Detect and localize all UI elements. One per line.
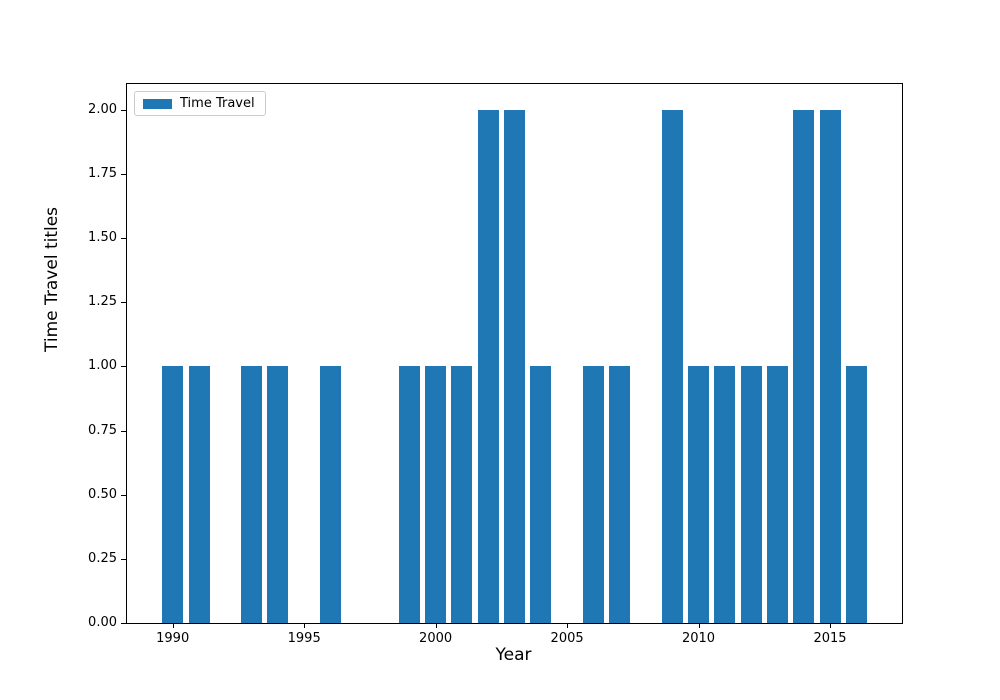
y-tick-label-0.00: 0.00 — [88, 615, 117, 630]
bar-2015 — [819, 109, 841, 623]
y-tick-label-1.50: 1.50 — [88, 230, 117, 245]
bar-2012 — [740, 366, 762, 623]
y-tick-mark-0.75 — [121, 430, 126, 432]
bar-1993 — [241, 366, 263, 623]
y-tick-mark-1.25 — [121, 302, 126, 304]
legend-swatch — [143, 98, 172, 109]
bar-1991 — [188, 366, 210, 623]
y-tick-mark-2.00 — [121, 109, 126, 111]
y-tick-mark-1.75 — [121, 173, 126, 175]
x-tick-mark-2000 — [435, 623, 437, 628]
y-tick-mark-1.50 — [121, 238, 126, 239]
x-tick-label-1995: 1995 — [287, 631, 321, 646]
x-tick-label-2005: 2005 — [550, 631, 584, 646]
y-tick-mark-0.25 — [121, 558, 126, 560]
x-tick-mark-1990 — [172, 623, 174, 628]
x-tick-mark-2015 — [830, 623, 831, 628]
x-axis-label: Year — [495, 645, 532, 665]
bar-2014 — [793, 109, 815, 623]
bar-2006 — [582, 366, 604, 623]
x-tick-label-1990: 1990 — [156, 631, 190, 646]
x-tick-mark-2005 — [567, 623, 569, 628]
bar-2016 — [845, 366, 867, 623]
bar-1994 — [267, 366, 289, 623]
y-tick-label-1.75: 1.75 — [88, 165, 117, 181]
bar-2002 — [477, 109, 499, 623]
y-tick-mark-0.00 — [121, 623, 126, 624]
y-tick-mark-1.00 — [121, 366, 126, 368]
y-tick-label-0.25: 0.25 — [88, 550, 117, 566]
bar-2001 — [451, 366, 473, 623]
bar-2004 — [530, 366, 552, 623]
legend-label: Time Travel — [180, 96, 255, 111]
y-tick-mark-0.50 — [121, 494, 126, 496]
plot-area: 1990 1995 2000 2005 2010 2015 0.00 0.25 0.50 0.75… — [88, 83, 903, 646]
bar-2007 — [609, 366, 631, 623]
bar-2013 — [766, 366, 788, 623]
y-tick-label-1.00: 1.00 — [88, 358, 117, 374]
y-tick-label-0.50: 0.50 — [88, 486, 117, 502]
bar-2011 — [714, 366, 736, 623]
x-tick-label-2010: 2010 — [681, 631, 716, 646]
bar-1990 — [162, 366, 184, 623]
y-tick-label-1.25: 1.25 — [88, 294, 117, 310]
bar-2010 — [688, 366, 709, 623]
bar-2009 — [661, 109, 683, 623]
y-tick-label-2.00: 2.00 — [88, 101, 117, 117]
bar-1996 — [320, 366, 341, 623]
x-tick-mark-1995 — [304, 623, 306, 628]
x-tick-label-2015: 2015 — [813, 631, 847, 646]
x-tick-label-2000: 2000 — [419, 631, 453, 646]
x-tick-mark-2010 — [698, 623, 700, 628]
y-axis-label-text: Time Travel titles — [42, 206, 62, 352]
bar-2003 — [504, 109, 525, 623]
y-tick-label-0.75: 0.75 — [88, 422, 117, 438]
bar-1999 — [398, 366, 420, 623]
bar-2000 — [425, 366, 447, 623]
legend: Time Travel — [134, 91, 266, 116]
